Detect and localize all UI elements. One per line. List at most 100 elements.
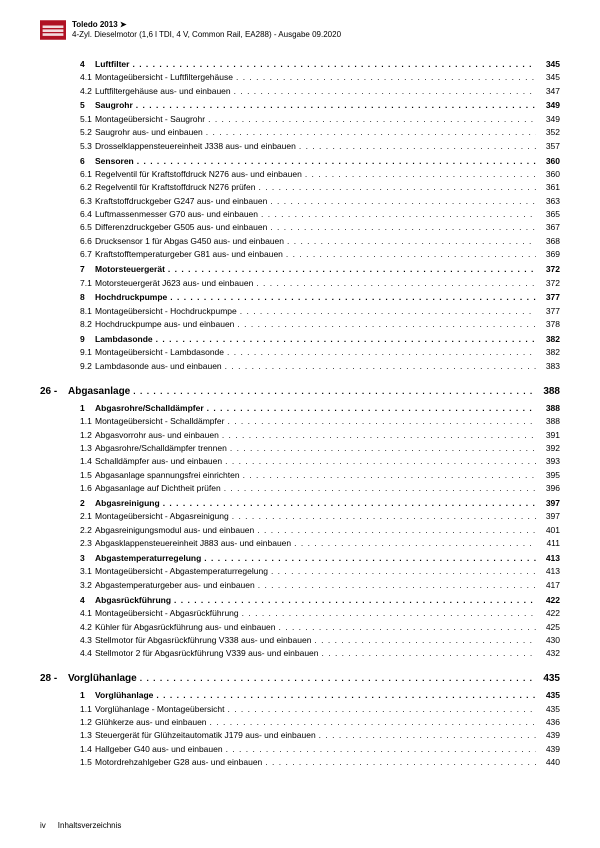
toc-entry-row: 6.4Luftmassenmesser G70 aus- und einbaue…: [40, 209, 560, 221]
toc-leader-dots: . . . . . . . . . . . . . . . . . . . . …: [268, 566, 536, 578]
toc-title: Luftmassenmesser G70 aus- und einbauen: [95, 209, 258, 221]
toc-leader-dots: . . . . . . . . . . . . . . . . . . . . …: [231, 86, 536, 98]
toc-page-ref: 345: [536, 72, 560, 84]
toc-page-ref: 365: [536, 209, 560, 221]
toc-number: 5.1: [40, 114, 95, 126]
toc-page-ref: 425: [536, 622, 560, 634]
toc-leader-dots: . . . . . . . . . . . . . . . . . . . . …: [276, 622, 536, 634]
toc-entry-row: 2.1Montageübersicht - Abgasreinigung . .…: [40, 511, 560, 523]
toc-number: 4.1: [40, 608, 95, 620]
toc-title: Lambdasonde aus- und einbauen: [95, 361, 222, 373]
toc-number: 1.5: [40, 470, 95, 482]
toc-title: Montageübersicht - Abgastemperaturregelu…: [95, 566, 268, 578]
toc-leader-dots: . . . . . . . . . . . . . . . . . . . . …: [267, 196, 536, 208]
toc-number: 5.2: [40, 127, 95, 139]
toc-page-ref: 411: [536, 538, 560, 550]
toc-title: Hochdruckpumpe: [95, 292, 167, 304]
toc-entry-row: 1.2Glühkerze aus- und einbauen . . . . .…: [40, 717, 560, 729]
toc-number: 3.2: [40, 580, 95, 592]
toc-entry-row: 4.2Kühler für Abgasrückführung aus- und …: [40, 622, 560, 634]
toc-number: 4.1: [40, 72, 95, 84]
toc-page-ref: 430: [536, 635, 560, 647]
toc-title: Kraftstoffdruckgeber G247 aus- und einba…: [95, 196, 267, 208]
toc-page-ref: 378: [536, 319, 560, 331]
toc-leader-dots: . . . . . . . . . . . . . . . . . . . . …: [227, 443, 536, 455]
toc-page-ref: 392: [536, 443, 560, 455]
toc-title: Drosselklappensteuereinheit J338 aus- un…: [95, 141, 296, 153]
toc-number: 1.1: [40, 704, 95, 716]
toc-leader-dots: . . . . . . . . . . . . . . . . . . . . …: [134, 156, 536, 168]
toc-page-ref: 388: [536, 385, 560, 399]
toc-title: Schalldämpfer aus- und einbauen: [95, 456, 222, 468]
toc-title: Regelventil für Kraftstoffdruck N276 prü…: [95, 182, 255, 194]
toc-entry-row: 4.3Stellmotor für Abgasrückführung V338 …: [40, 635, 560, 647]
toc-number: 1.2: [40, 717, 95, 729]
toc-leader-dots: . . . . . . . . . . . . . . . . . . . . …: [239, 608, 536, 620]
toc-leader-dots: . . . . . . . . . . . . . . . . . . . . …: [255, 182, 536, 194]
toc-page-ref: 417: [536, 580, 560, 592]
toc-entry-row: 1.4Schalldämpfer aus- und einbauen . . .…: [40, 456, 560, 468]
toc-number: 9: [40, 334, 95, 346]
toc-title: Saugrohr aus- und einbauen: [95, 127, 203, 139]
toc-entry-row: 1.2Abgasvorrohr aus- und einbauen . . . …: [40, 430, 560, 442]
toc-entry-row: 3.2Abgastemperaturgeber aus- und einbaue…: [40, 580, 560, 592]
toc-leader-dots: . . . . . . . . . . . . . . . . . . . . …: [160, 498, 536, 510]
toc-number: 3: [40, 553, 95, 565]
document-header: Toledo 2013 ➤ 4-Zyl. Dieselmotor (1,6 l …: [40, 20, 560, 41]
toc-title: Abgastemperaturregelung: [95, 553, 201, 565]
toc-entry-row: 6.1Regelventil für Kraftstoffdruck N276 …: [40, 169, 560, 181]
toc-number: 5.3: [40, 141, 95, 153]
toc-number: 1.1: [40, 416, 95, 428]
toc-page-ref: 360: [536, 169, 560, 181]
toc-page-ref: 439: [536, 744, 560, 756]
toc-number: 4.4: [40, 648, 95, 660]
toc-page-ref: 382: [536, 334, 560, 346]
toc-page-ref: 368: [536, 236, 560, 248]
toc-leader-dots: . . . . . . . . . . . . . . . . . . . . …: [302, 169, 536, 181]
toc-entry-row: 7Motorsteuergerät . . . . . . . . . . . …: [40, 264, 560, 276]
toc-number: 6.1: [40, 169, 95, 181]
toc-page-ref: 372: [536, 278, 560, 290]
toc-page-ref: 436: [536, 717, 560, 729]
toc-entry-row: 5.1Montageübersicht - Saugrohr . . . . .…: [40, 114, 560, 126]
toc-title: Saugrohr: [95, 100, 133, 112]
toc-page-ref: 432: [536, 648, 560, 660]
toc-entry-row: 1.1Montageübersicht - Schalldämpfer . . …: [40, 416, 560, 428]
toc-leader-dots: . . . . . . . . . . . . . . . . . . . . …: [222, 456, 536, 468]
toc-entry-row: 5.3Drosselklappensteuereinheit J338 aus-…: [40, 141, 560, 153]
toc-number: 8: [40, 292, 95, 304]
toc-leader-dots: . . . . . . . . . . . . . . . . . . . . …: [207, 717, 536, 729]
toc-leader-dots: . . . . . . . . . . . . . . . . . . . . …: [319, 648, 536, 660]
toc-chapter-row: 26 -Abgasanlage . . . . . . . . . . . . …: [40, 385, 560, 399]
toc-page-ref: 391: [536, 430, 560, 442]
toc-leader-dots: . . . . . . . . . . . . . . . . . . . . …: [204, 403, 536, 415]
toc-entry-row: 8.1Montageübersicht - Hochdruckpumpe . .…: [40, 306, 560, 318]
toc-entry-row: 6.2Regelventil für Kraftstoffdruck N276 …: [40, 182, 560, 194]
header-line-1: Toledo 2013 ➤: [72, 20, 341, 30]
toc-leader-dots: . . . . . . . . . . . . . . . . . . . . …: [283, 249, 536, 261]
toc-page-ref: 388: [536, 403, 560, 415]
toc-number: 1.6: [40, 483, 95, 495]
toc-page-ref: 377: [536, 292, 560, 304]
toc-number: 1: [40, 690, 95, 702]
toc-chapter-row: 28 -Vorglühanlage . . . . . . . . . . . …: [40, 672, 560, 686]
toc-entry-row: 4.2Luftfiltergehäuse aus- und einbauen .…: [40, 86, 560, 98]
footer-page-number: iv: [40, 821, 46, 830]
toc-page-ref: 395: [536, 470, 560, 482]
toc-entry-row: 3.1Montageübersicht - Abgastemperaturreg…: [40, 566, 560, 578]
toc-page-ref: 377: [536, 306, 560, 318]
toc-title: Regelventil für Kraftstoffdruck N276 aus…: [95, 169, 302, 181]
toc-leader-dots: . . . . . . . . . . . . . . . . . . . . …: [233, 72, 536, 84]
toc-number: 26 -: [40, 385, 68, 399]
toc-entry-row: 4Luftfilter . . . . . . . . . . . . . . …: [40, 59, 560, 71]
toc-title: Abgasvorrohr aus- und einbauen: [95, 430, 219, 442]
toc-leader-dots: . . . . . . . . . . . . . . . . . . . . …: [222, 361, 536, 373]
toc-leader-dots: . . . . . . . . . . . . . . . . . . . . …: [203, 127, 536, 139]
toc-page-ref: 349: [536, 100, 560, 112]
toc-page-ref: 357: [536, 141, 560, 153]
toc-entry-row: 9.2Lambdasonde aus- und einbauen . . . .…: [40, 361, 560, 373]
toc-title: Hochdruckpumpe aus- und einbauen: [95, 319, 234, 331]
toc-leader-dots: . . . . . . . . . . . . . . . . . . . . …: [171, 595, 536, 607]
toc-title: Hallgeber G40 aus- und einbauen: [95, 744, 223, 756]
toc-number: 1.4: [40, 456, 95, 468]
